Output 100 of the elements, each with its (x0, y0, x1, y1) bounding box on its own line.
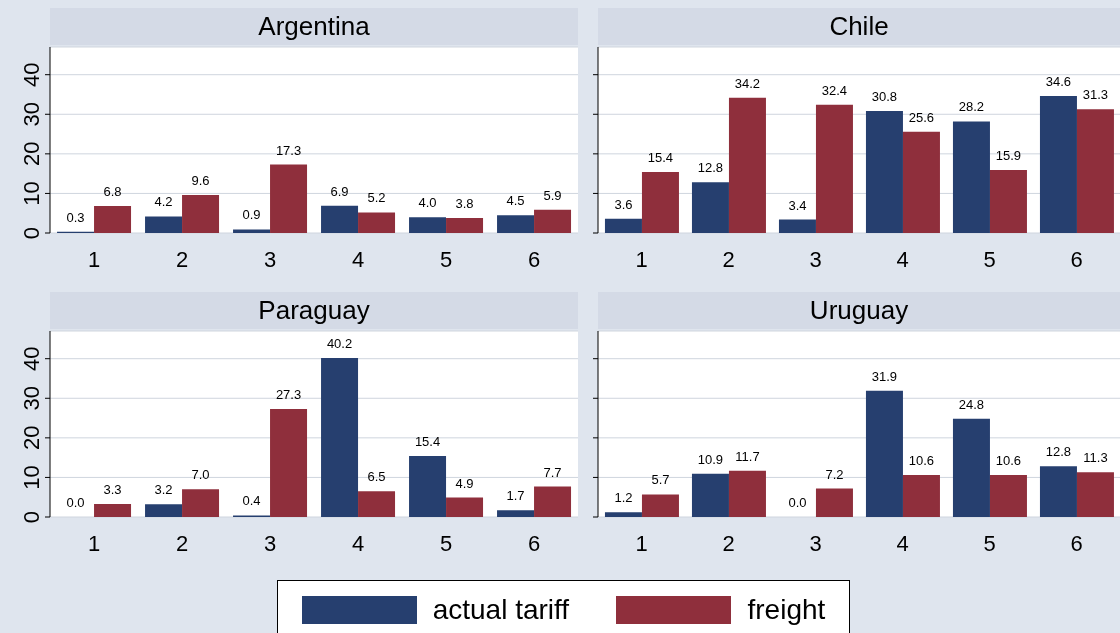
x-tick-label: 2 (722, 530, 735, 556)
bar (534, 209, 572, 233)
bar (778, 219, 816, 233)
bar (270, 164, 308, 233)
bar (865, 390, 903, 517)
x-tick-label: 1 (87, 530, 101, 556)
bar (145, 504, 183, 517)
bar (94, 206, 132, 233)
bar (1076, 109, 1114, 233)
bar (815, 104, 853, 233)
bar (641, 494, 679, 517)
data-label: 0.0 (788, 494, 807, 510)
x-tick-label: 6 (1070, 246, 1083, 272)
data-label: 0.9 (242, 207, 261, 223)
bar (902, 131, 940, 233)
data-label: 3.3 (103, 481, 122, 497)
data-label: 15.4 (414, 434, 441, 450)
bar (358, 491, 396, 517)
x-tick-label: 2 (175, 246, 189, 272)
x-tick-label: 5 (983, 246, 996, 272)
data-label: 4.0 (418, 195, 437, 211)
bar (604, 512, 642, 517)
y-tick-label: 20 (19, 425, 44, 451)
chart-title: Argentina (50, 8, 578, 45)
y-tick-label: 30 (19, 102, 44, 127)
chart-title: Chile (598, 8, 1120, 45)
data-label: 6.5 (367, 469, 386, 485)
data-label: 9.6 (191, 173, 210, 189)
bar (145, 216, 183, 233)
bar (1076, 472, 1114, 517)
bar (989, 475, 1027, 517)
bar (321, 357, 359, 517)
data-label: 30.8 (871, 89, 898, 105)
bar (446, 497, 484, 517)
legend-label: freight (747, 594, 826, 626)
bar (728, 470, 766, 517)
data-label: 4.2 (154, 194, 173, 210)
y-tick-label: 10 (19, 465, 44, 490)
bar (182, 489, 220, 517)
bar (641, 172, 679, 233)
x-tick-label: 3 (263, 530, 277, 556)
data-label: 34.2 (734, 75, 761, 91)
bar (604, 218, 642, 233)
data-label: 11.7 (735, 448, 760, 464)
bar (409, 217, 447, 233)
data-label: 0.4 (242, 493, 261, 509)
data-label: 3.4 (788, 197, 807, 213)
bar (1039, 466, 1077, 517)
x-tick-label: 1 (635, 530, 648, 556)
data-label: 24.8 (958, 396, 985, 412)
data-label: 6.9 (330, 183, 349, 199)
bar (497, 215, 535, 233)
bar (94, 503, 132, 517)
data-label: 4.9 (455, 475, 474, 491)
bar (691, 182, 729, 233)
bar (989, 170, 1027, 233)
x-tick-label: 6 (527, 530, 541, 556)
bar (358, 212, 396, 233)
data-label: 7.0 (191, 467, 210, 483)
chart-title: Uruguay (598, 292, 1120, 329)
bar (233, 229, 271, 233)
data-label: 34.6 (1045, 74, 1072, 90)
legend-label: actual tariff (432, 594, 570, 626)
x-tick-label: 5 (439, 530, 453, 556)
data-label: 12.8 (697, 160, 724, 176)
data-label: 15.4 (647, 150, 674, 166)
y-tick-label: 40 (19, 62, 44, 87)
bar (182, 195, 220, 233)
x-tick-label: 1 (635, 246, 648, 272)
chart-title: Paraguay (50, 292, 578, 329)
data-label: 5.2 (367, 190, 386, 206)
bar (865, 111, 903, 233)
data-label: 25.6 (908, 109, 935, 125)
data-label: 11.3 (1083, 450, 1108, 466)
x-tick-label: 2 (722, 246, 735, 272)
y-tick-label: 20 (19, 141, 44, 167)
x-tick-label: 4 (351, 246, 365, 272)
x-tick-label: 3 (809, 530, 822, 556)
data-label: 1.7 (506, 488, 525, 504)
data-label: 7.7 (543, 464, 562, 480)
data-label: 1.2 (614, 490, 633, 506)
data-label: 15.9 (995, 148, 1022, 164)
data-label: 3.6 (614, 196, 633, 212)
x-tick-label: 6 (1070, 530, 1083, 556)
bar (270, 408, 308, 517)
x-tick-label: 4 (896, 530, 909, 556)
data-label: 17.3 (275, 142, 302, 158)
bar (321, 205, 359, 233)
bar (815, 488, 853, 517)
bar (902, 475, 940, 517)
y-tick-label: 0 (19, 226, 44, 240)
data-label: 31.9 (871, 368, 898, 384)
bar (497, 510, 535, 517)
data-label: 32.4 (821, 82, 848, 98)
x-tick-label: 4 (351, 530, 365, 556)
data-label: 0.3 (66, 209, 85, 225)
x-tick-label: 2 (175, 530, 189, 556)
bar (446, 217, 484, 233)
data-label: 10.6 (908, 453, 935, 469)
data-label: 28.2 (958, 99, 985, 115)
